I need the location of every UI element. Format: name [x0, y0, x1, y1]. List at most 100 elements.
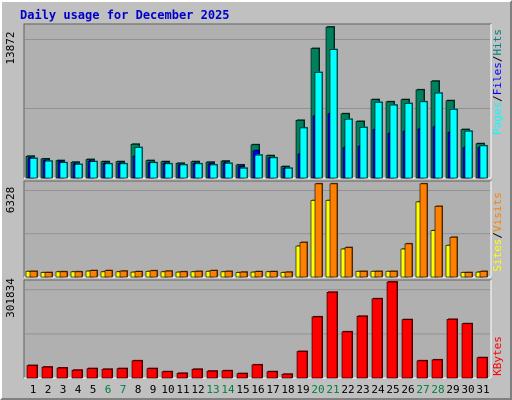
legend-sites: Sites: [491, 239, 504, 272]
day-label: 20: [311, 383, 324, 396]
bar-face: [26, 365, 38, 379]
pages-bar: [419, 100, 428, 179]
bar-face: [296, 351, 308, 379]
bar-face: [254, 154, 263, 179]
pages-bar: [389, 104, 398, 179]
pages-bar: [74, 163, 83, 179]
visits-bar: [389, 270, 398, 278]
bar-face: [431, 359, 443, 379]
kbytes-bar: [56, 367, 68, 379]
bar-face: [44, 272, 53, 278]
bar-face: [239, 271, 248, 278]
kbytes-bar: [146, 367, 158, 379]
day-label: 19: [296, 383, 309, 396]
bar-face: [329, 49, 338, 179]
pages-bar: [224, 162, 233, 179]
bar-face: [134, 147, 143, 179]
visits-bar: [44, 271, 53, 278]
pages-bar: [164, 162, 173, 179]
day-label: 26: [401, 383, 414, 396]
bar-face: [461, 323, 473, 379]
bar-face: [446, 319, 458, 379]
visits-bar: [239, 271, 248, 278]
day-label: 27: [416, 383, 429, 396]
day-label: 12: [191, 383, 204, 396]
legend-files: Files: [491, 62, 504, 95]
kbytes-bar: [161, 370, 173, 379]
visits-bar: [269, 270, 278, 278]
kbytes-bar: [461, 322, 473, 379]
kbytes-bar: [206, 370, 218, 379]
visits-bar: [359, 270, 368, 278]
bar-face: [341, 331, 353, 379]
pages-bar: [134, 146, 143, 179]
visits-bar: [104, 269, 113, 278]
visits-bar: [74, 270, 83, 278]
kbytes-bar: [296, 350, 308, 379]
day-label: 7: [120, 383, 127, 396]
bar-face: [479, 271, 488, 278]
visits-bar: [419, 182, 428, 278]
bar-face: [434, 92, 443, 179]
visits-bar: [164, 270, 173, 278]
kbytes-bar: [476, 356, 488, 379]
day-label: 22: [341, 383, 354, 396]
pages-bar: [239, 167, 248, 179]
bar-face: [356, 315, 368, 379]
bar-face: [224, 163, 233, 179]
bar-face: [434, 206, 443, 278]
visits-bar: [404, 242, 413, 278]
bar-face: [179, 271, 188, 278]
bar-face: [116, 368, 128, 379]
pages-bar: [329, 48, 338, 179]
pages-bar: [359, 126, 368, 179]
legend-sep: /: [491, 232, 504, 239]
bar-face: [329, 183, 338, 278]
day-label: 14: [221, 383, 235, 396]
bar-face: [281, 373, 293, 379]
kbytes-bar: [191, 368, 203, 379]
bar-face: [479, 145, 488, 179]
visits-bar: [329, 182, 338, 278]
bar-face: [266, 371, 278, 379]
bar-face: [89, 270, 98, 278]
bar-face: [269, 157, 278, 179]
bar-face: [464, 272, 473, 278]
kbytes-bar: [221, 369, 233, 379]
bar-face: [164, 270, 173, 278]
visits-bar: [299, 241, 308, 278]
day-label: 29: [446, 383, 459, 396]
kbytes-bar: [386, 281, 398, 379]
visits-bar: [224, 270, 233, 278]
bar-face: [374, 271, 383, 278]
bar-face: [104, 270, 113, 278]
day-label: 6: [105, 383, 112, 396]
day-label: 5: [90, 383, 97, 396]
visits-bar: [314, 182, 323, 278]
legend: Sites/Visits: [491, 192, 504, 272]
day-label: 25: [386, 383, 399, 396]
bar-face: [221, 370, 233, 379]
bar-face: [209, 164, 218, 179]
pages-bar: [44, 160, 53, 179]
bar-face: [131, 360, 143, 379]
pages-bar: [104, 162, 113, 179]
visits-bar: [374, 270, 383, 278]
kbytes-bar: [131, 359, 143, 379]
kbytes-bar: [431, 358, 443, 379]
bar-face: [209, 270, 218, 278]
bar-face: [194, 271, 203, 278]
bar-face: [314, 72, 323, 179]
bar-face: [359, 271, 368, 278]
bar-face: [449, 236, 458, 278]
bar-face: [404, 103, 413, 179]
pages-bar: [449, 108, 458, 179]
bar-face: [449, 109, 458, 179]
kbytes-bar: [266, 370, 278, 379]
day-label: 1: [30, 383, 37, 396]
legend: Pages/Files/Hits: [491, 29, 504, 135]
kbytes-bar: [281, 373, 293, 379]
bar-face: [284, 271, 293, 278]
pages-bar: [314, 71, 323, 179]
kbytes-bar: [116, 367, 128, 379]
